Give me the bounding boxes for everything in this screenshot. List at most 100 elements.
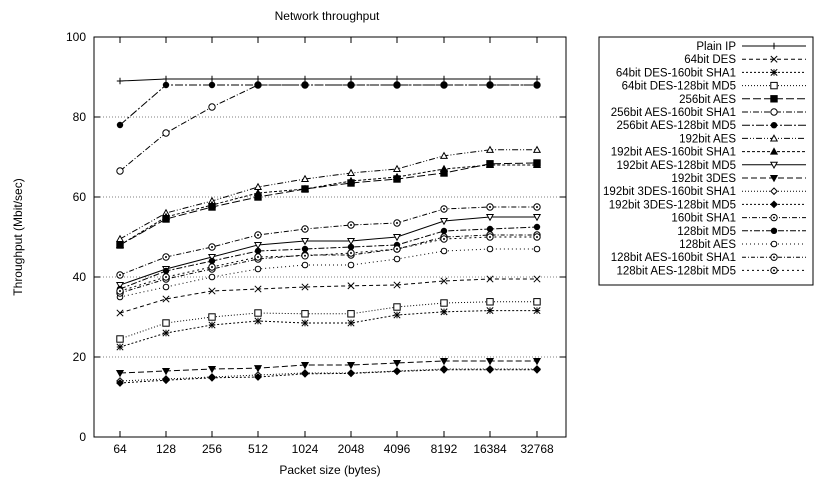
data-point bbox=[346, 237, 356, 246]
series-9 bbox=[115, 213, 542, 290]
data-point bbox=[392, 172, 402, 181]
legend-entry: 256bit AES-128bit MD5 bbox=[616, 120, 806, 132]
data-point bbox=[208, 287, 216, 295]
data-point bbox=[532, 213, 542, 222]
data-point bbox=[301, 283, 309, 291]
series-13 bbox=[116, 203, 541, 279]
data-point bbox=[393, 255, 401, 263]
data-point bbox=[301, 310, 309, 318]
series-line-6 bbox=[119, 84, 537, 126]
data-point bbox=[300, 237, 310, 246]
data-point bbox=[439, 151, 449, 159]
legend-swatch-marker bbox=[770, 55, 778, 63]
data-point bbox=[208, 75, 216, 83]
data-point bbox=[347, 75, 355, 83]
data-point bbox=[347, 221, 355, 229]
data-point bbox=[161, 367, 171, 376]
legend-swatch-marker bbox=[769, 161, 779, 170]
data-point bbox=[207, 365, 217, 374]
legend-entry: 128bit MD5 bbox=[677, 226, 806, 238]
data-point bbox=[486, 75, 494, 83]
legend-entry: 256bit AES bbox=[679, 94, 806, 106]
data-point bbox=[162, 129, 170, 137]
legend-entry: 192bit 3DES-160bit SHA1 bbox=[603, 186, 806, 198]
data-point bbox=[162, 283, 170, 291]
legend-label: 128bit AES-160bit SHA1 bbox=[611, 252, 736, 264]
data-point bbox=[116, 335, 124, 343]
series-line-4 bbox=[119, 162, 538, 246]
data-point bbox=[347, 310, 355, 318]
data-point bbox=[486, 233, 494, 241]
y-tick-label: 100 bbox=[66, 30, 86, 44]
legend-swatch-marker bbox=[770, 68, 778, 76]
data-point bbox=[486, 307, 494, 315]
legend-label: 64bit DES bbox=[684, 54, 736, 66]
data-point bbox=[115, 369, 125, 378]
data-point bbox=[301, 261, 309, 269]
data-point bbox=[533, 223, 541, 231]
data-point bbox=[115, 240, 125, 249]
data-point bbox=[254, 309, 262, 317]
data-point bbox=[393, 75, 401, 83]
legend-label: 128bit AES-128bit MD5 bbox=[616, 265, 736, 277]
series-0 bbox=[116, 75, 541, 85]
legend-label: 192bit 3DES-160bit SHA1 bbox=[603, 186, 736, 198]
legend-label: 160bit SHA1 bbox=[671, 213, 736, 225]
data-point bbox=[486, 365, 494, 374]
series-4 bbox=[116, 159, 541, 249]
x-tick-label: 256 bbox=[202, 442, 222, 456]
data-point bbox=[254, 247, 262, 255]
data-point bbox=[486, 245, 494, 253]
legend-entry: 64bit DES-160bit SHA1 bbox=[616, 67, 806, 79]
legend-entry: 192bit AES bbox=[679, 133, 806, 145]
series-2 bbox=[116, 307, 541, 351]
legend-entry: 192bit AES-160bit SHA1 bbox=[611, 147, 806, 159]
x-tick-label: 128 bbox=[156, 442, 176, 456]
data-point bbox=[207, 253, 217, 262]
data-point bbox=[116, 309, 124, 317]
x-tick-label: 32768 bbox=[520, 442, 554, 456]
series-line-9 bbox=[119, 216, 537, 286]
data-point bbox=[533, 245, 541, 253]
data-point bbox=[162, 81, 170, 89]
x-tick-label: 64 bbox=[113, 442, 127, 456]
series-17 bbox=[116, 233, 541, 295]
data-point bbox=[301, 245, 309, 253]
data-point bbox=[485, 357, 495, 366]
plot-frame bbox=[93, 36, 567, 438]
legend-label: 192bit 3DES bbox=[671, 173, 736, 185]
legend-swatch-marker bbox=[770, 200, 778, 209]
legend-swatch-marker bbox=[770, 108, 778, 116]
legend-label: Plain IP bbox=[696, 41, 736, 53]
legend-swatch-marker bbox=[770, 253, 778, 261]
data-point bbox=[301, 81, 309, 89]
legend-label: 256bit AES-160bit SHA1 bbox=[611, 107, 736, 119]
series-line-17 bbox=[119, 236, 537, 292]
data-point bbox=[439, 357, 449, 366]
data-point bbox=[162, 75, 170, 83]
data-point bbox=[347, 243, 355, 251]
data-point bbox=[301, 75, 309, 83]
data-point bbox=[301, 252, 309, 260]
data-point bbox=[116, 379, 124, 387]
data-point bbox=[254, 265, 262, 273]
data-point bbox=[162, 329, 170, 337]
data-point bbox=[162, 376, 170, 385]
data-point bbox=[485, 145, 495, 153]
data-point bbox=[116, 343, 124, 351]
series-15 bbox=[116, 245, 541, 301]
legend-swatch-marker bbox=[770, 122, 778, 129]
data-point bbox=[393, 245, 401, 253]
data-point bbox=[116, 271, 124, 279]
x-tick-label: 4096 bbox=[384, 442, 411, 456]
series-3 bbox=[116, 298, 541, 343]
data-point bbox=[392, 359, 402, 368]
series-10 bbox=[115, 357, 542, 378]
data-point bbox=[393, 367, 401, 376]
legend-entry: 192bit 3DES-128bit MD5 bbox=[609, 199, 806, 211]
data-point bbox=[533, 307, 541, 315]
data-point bbox=[485, 213, 495, 222]
series-8 bbox=[115, 160, 542, 249]
legend-swatch-marker bbox=[770, 42, 778, 50]
